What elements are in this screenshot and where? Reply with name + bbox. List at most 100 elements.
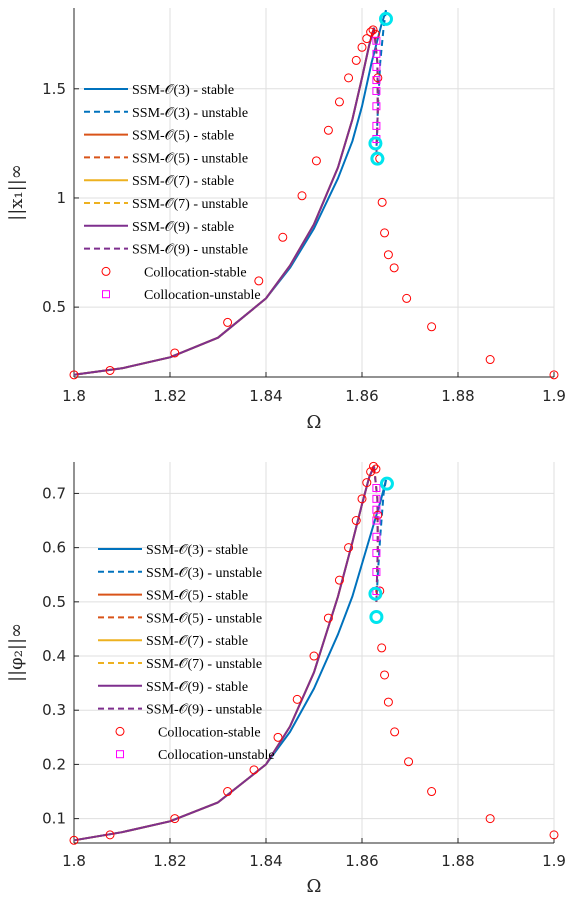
collocation-stable-point bbox=[351, 55, 361, 65]
collocation-stable-point bbox=[105, 365, 115, 375]
x-tick-label: 1.82 bbox=[153, 387, 186, 405]
collocation-unstable-point bbox=[372, 532, 381, 541]
y-tick-label: 0.3 bbox=[42, 701, 66, 719]
x-tick-label: 1.8 bbox=[62, 387, 86, 405]
collocation-unstable-point bbox=[372, 516, 381, 525]
series-line bbox=[373, 27, 379, 155]
collocation-stable-point bbox=[377, 643, 387, 653]
legend-label: Collocation-unstable bbox=[144, 288, 261, 303]
legend-label: SSM-𝒪(5) - stable bbox=[132, 129, 234, 144]
collocation-unstable-point bbox=[372, 484, 381, 493]
collocation-unstable-point bbox=[372, 49, 381, 58]
legend-label: SSM-𝒪(3) - stable bbox=[132, 83, 234, 98]
chart-x1-norm: 1.8 1.82 1.84 1.86 1.88 1.9 0.5 1 1.5 Ω ||x₁||∞ SSM… bbox=[6, 8, 566, 433]
x-tick-label: 1.88 bbox=[441, 387, 474, 405]
collocation-unstable-point bbox=[372, 102, 381, 111]
collocation-stable-point bbox=[366, 27, 376, 37]
collocation-stable-point bbox=[370, 29, 380, 39]
collocation-stable-point bbox=[369, 461, 379, 471]
legend-label: SSM-𝒪(7) - stable bbox=[146, 634, 248, 649]
y-tick-label: 0.1 bbox=[42, 810, 66, 828]
collocation-stable-point bbox=[311, 156, 321, 166]
collocation-stable-point bbox=[344, 73, 354, 83]
legend-label: SSM-𝒪(7) - unstable bbox=[132, 197, 248, 212]
collocation-stable-point bbox=[402, 293, 412, 303]
collocation-stable-point bbox=[278, 232, 288, 242]
collocation-stable-point bbox=[404, 757, 414, 767]
y-tick-label: 1 bbox=[56, 189, 66, 207]
bifurcation-point bbox=[369, 610, 384, 625]
collocation-stable-point bbox=[362, 478, 372, 488]
collocation-stable-point bbox=[377, 197, 387, 207]
y-tick-label: 0.4 bbox=[42, 647, 66, 665]
legend-label: SSM-𝒪(5) - stable bbox=[146, 589, 248, 604]
collocation-stable-point bbox=[344, 543, 354, 553]
chart-phi2-norm: 1.8 1.82 1.84 1.86 1.88 1.9 0.1 0.2 0.3 0.4 0.5 0.6… bbox=[6, 461, 566, 897]
collocation-stable-point bbox=[323, 125, 333, 135]
collocation-unstable-point bbox=[372, 62, 381, 71]
x-tick-label: 1.84 bbox=[249, 852, 282, 870]
legend-swatch bbox=[115, 726, 125, 736]
collocation-stable-point bbox=[427, 787, 437, 797]
x-tick-label: 1.8 bbox=[62, 852, 86, 870]
collocation-stable-point bbox=[549, 370, 559, 380]
collocation-stable-point bbox=[334, 97, 344, 107]
x-tick-label: 1.88 bbox=[441, 852, 474, 870]
collocation-stable-point bbox=[485, 355, 495, 365]
collocation-stable-point bbox=[309, 651, 319, 661]
legend-label: SSM-𝒪(5) - unstable bbox=[146, 611, 262, 626]
x-axis-label: Ω bbox=[307, 876, 322, 897]
collocation-stable-point bbox=[357, 42, 367, 52]
x-tick-label: 1.86 bbox=[345, 852, 378, 870]
bifurcation-point bbox=[379, 11, 393, 26]
collocation-unstable-point bbox=[372, 36, 381, 45]
legend-swatch bbox=[101, 266, 111, 276]
collocation-stable-point bbox=[380, 228, 390, 238]
series-line bbox=[375, 479, 387, 602]
legend-label: SSM-𝒪(7) - unstable bbox=[146, 657, 262, 672]
collocation-unstable-point bbox=[372, 76, 381, 85]
collocation-stable-point bbox=[170, 814, 180, 824]
x-tick-label: 1.9 bbox=[542, 852, 566, 870]
collocation-stable-point bbox=[383, 697, 393, 707]
bifurcation-point bbox=[370, 151, 385, 166]
collocation-unstable-point bbox=[372, 121, 381, 130]
collocation-unstable-point bbox=[372, 505, 381, 514]
collocation-stable-point bbox=[366, 467, 376, 477]
series-line bbox=[375, 10, 387, 150]
collocation-stable-point bbox=[373, 73, 383, 83]
collocation-stable-point bbox=[357, 494, 367, 504]
legend-label: SSM-𝒪(9) - stable bbox=[146, 680, 248, 695]
legend-label: Collocation-stable bbox=[144, 265, 247, 280]
collocation-stable-point bbox=[273, 732, 283, 742]
collocation-stable-point bbox=[334, 575, 344, 585]
legend-swatch bbox=[116, 750, 124, 759]
collocation-stable-point bbox=[362, 34, 372, 44]
collocation-stable-point bbox=[254, 276, 264, 286]
collocation-stable-point bbox=[368, 25, 378, 35]
legend-label: SSM-𝒪(3) - unstable bbox=[132, 106, 248, 121]
collocation-stable-point bbox=[297, 191, 307, 201]
collocation-unstable-point bbox=[372, 86, 381, 95]
y-tick-label: 0.5 bbox=[42, 593, 66, 611]
bifurcation-point bbox=[368, 586, 383, 601]
collocation-stable-point bbox=[351, 516, 361, 526]
legend-label: SSM-𝒪(9) - unstable bbox=[132, 243, 248, 258]
bifurcation-point bbox=[379, 476, 394, 491]
collocation-stable-point bbox=[390, 727, 400, 737]
plot-area bbox=[74, 8, 554, 377]
legend-swatch bbox=[102, 290, 110, 299]
legend-label: SSM-𝒪(7) - stable bbox=[132, 174, 234, 189]
collocation-stable-point bbox=[170, 348, 180, 358]
x-tick-label: 1.9 bbox=[542, 387, 566, 405]
y-tick-label: 0.2 bbox=[42, 755, 66, 773]
bifurcation-point bbox=[368, 136, 383, 151]
collocation-stable-point bbox=[223, 787, 233, 797]
collocation-unstable-point bbox=[372, 549, 381, 558]
y-tick-label: 1.5 bbox=[42, 80, 66, 98]
legend-label: SSM-𝒪(3) - stable bbox=[146, 543, 248, 558]
collocation-stable-point bbox=[371, 464, 381, 474]
legend-label: SSM-𝒪(5) - unstable bbox=[132, 151, 248, 166]
collocation-stable-point bbox=[380, 670, 390, 680]
